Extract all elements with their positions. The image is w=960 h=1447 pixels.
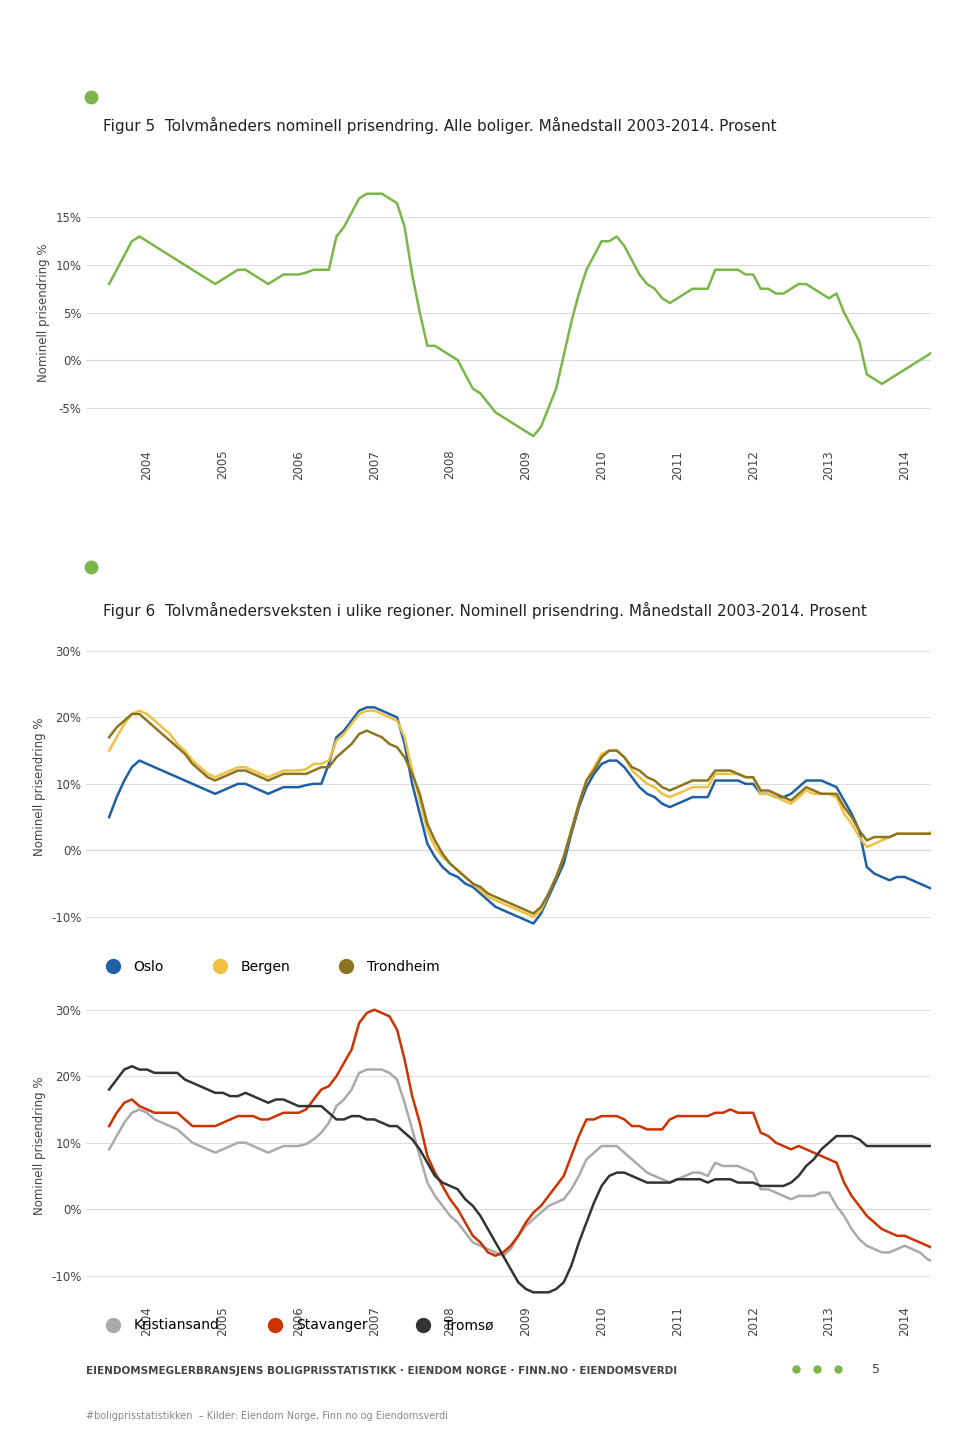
Y-axis label: Nominell prisendring %: Nominell prisendring % xyxy=(33,718,46,857)
Text: #boligprisstatistikken  – Kilder: Eiendom Norge, Finn.no og Eiendomsverdi: #boligprisstatistikken – Kilder: Eiendom… xyxy=(86,1411,448,1421)
Legend: Kristiansand, Stavanger, Tromsø: Kristiansand, Stavanger, Tromsø xyxy=(93,1312,499,1338)
Text: Figur 6  Tolvmånedersveksten i ulike regioner. Nominell prisendring. Månedstall : Figur 6 Tolvmånedersveksten i ulike regi… xyxy=(104,602,867,619)
Legend: Oslo, Bergen, Trondheim: Oslo, Bergen, Trondheim xyxy=(93,954,444,980)
Y-axis label: Nominell prisendring %: Nominell prisendring % xyxy=(37,243,50,382)
Text: EIENDOMSMEGLERBRANSJENS BOLIGPRISSTATISTIKK · EIENDOM NORGE · FINN.NO · EIENDOMS: EIENDOMSMEGLERBRANSJENS BOLIGPRISSTATIST… xyxy=(86,1366,678,1376)
Text: Figur 5  Tolvmåneders nominell prisendring. Alle boliger. Månedstall 2003-2014. : Figur 5 Tolvmåneders nominell prisendrin… xyxy=(104,117,777,135)
Y-axis label: Nominell prisendring %: Nominell prisendring % xyxy=(33,1077,46,1215)
Text: 5: 5 xyxy=(872,1363,880,1376)
